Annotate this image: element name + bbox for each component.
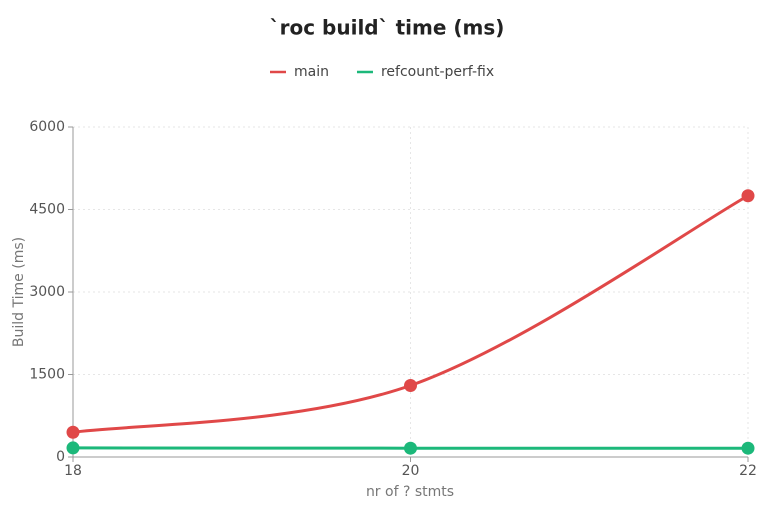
- point: [404, 379, 417, 392]
- point: [67, 441, 80, 454]
- chart-title: `roc build` time (ms): [270, 16, 505, 40]
- point: [742, 442, 755, 455]
- y-tick-label: 1500: [29, 367, 65, 383]
- y-tick-label: 6000: [29, 119, 65, 135]
- point: [404, 442, 417, 455]
- y-axis-label: Build Time (ms): [11, 237, 27, 347]
- x-axis-label: nr of ? stmts: [366, 484, 454, 500]
- legend-label: main: [294, 64, 329, 80]
- legend-label: refcount-perf-fix: [381, 64, 494, 80]
- x-tick-label: 20: [402, 463, 420, 479]
- y-tick-label: 4500: [29, 202, 65, 218]
- point: [67, 426, 80, 439]
- x-tick-label: 18: [64, 463, 82, 479]
- y-tick-label: 3000: [29, 284, 65, 300]
- x-tick-label: 22: [739, 463, 757, 479]
- point: [742, 189, 755, 202]
